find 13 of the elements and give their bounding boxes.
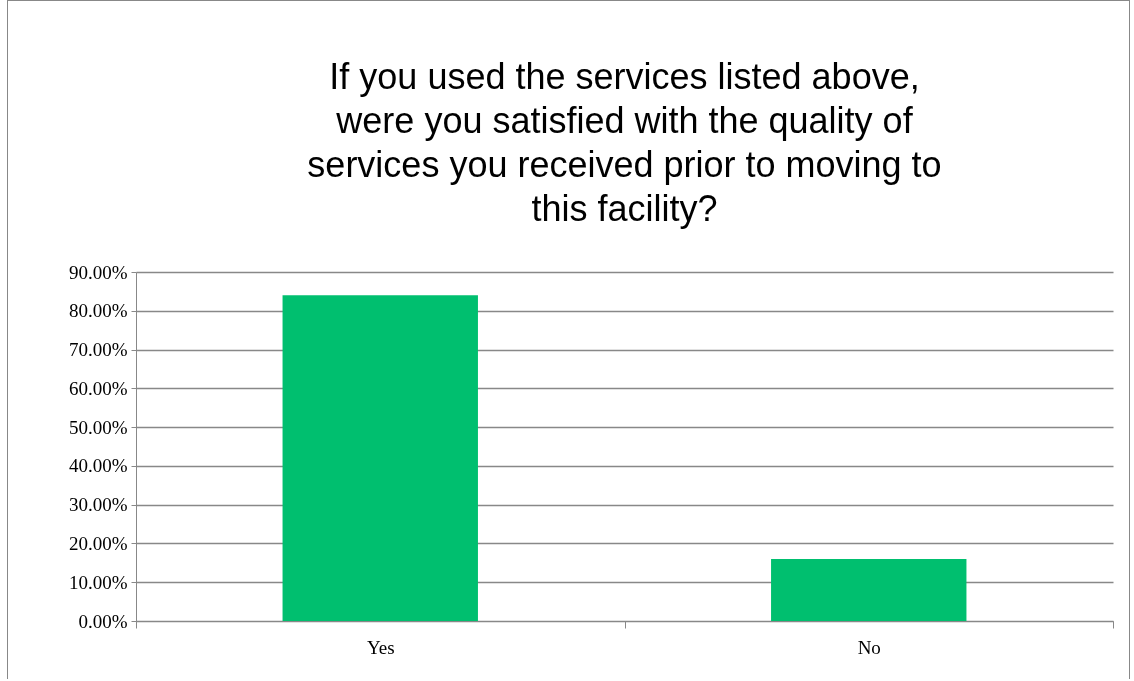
y-tick-label: 50.00%: [68, 416, 128, 438]
y-tick-label: 60.00%: [68, 377, 128, 399]
y-tick-label: 10.00%: [68, 571, 128, 593]
y-tick-label: 20.00%: [68, 532, 128, 554]
y-tick-label: 40.00%: [68, 455, 128, 477]
x-tick-label: No: [857, 636, 881, 658]
y-tick-label: 0.00%: [78, 610, 128, 632]
x-tick-label: Yes: [366, 636, 395, 658]
y-tick-label: 70.00%: [68, 339, 128, 361]
y-tick-label: 90.00%: [68, 261, 128, 283]
y-tick-label: 80.00%: [68, 300, 128, 322]
chart-title: If you used the services listed above, were you satisfied with the quality of services you received prior to moving to this facility?: [307, 56, 942, 229]
y-tick-label: 30.00%: [68, 494, 128, 516]
